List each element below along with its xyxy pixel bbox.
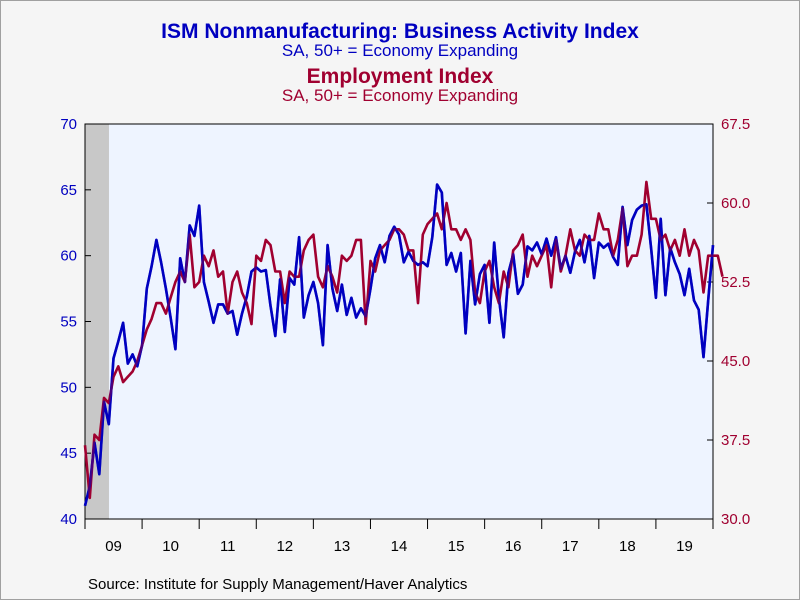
y-right-tick-label: 60.0 (721, 195, 750, 212)
x-tick-label: 18 (619, 538, 636, 555)
x-tick-label: 12 (276, 538, 293, 555)
y-left-tick-label: 70 (60, 116, 77, 133)
y-right-tick-label: 30.0 (721, 511, 750, 528)
chart-title: ISM Nonmanufacturing: Business Activity … (161, 20, 639, 43)
chart-subtitle: SA, 50+ = Economy Expanding (281, 41, 519, 60)
y-left-tick-label: 60 (60, 248, 77, 265)
x-tick-label: 14 (391, 538, 408, 555)
y-left-tick-label: 45 (60, 445, 77, 462)
y-right-tick-label: 52.5 (721, 274, 750, 291)
y-left-tick-label: 65 (60, 182, 77, 199)
y-left-tick-label: 50 (60, 379, 77, 396)
y-right-tick-label: 45.0 (721, 353, 750, 370)
x-tick-label: 17 (562, 538, 579, 555)
plot-area (85, 124, 713, 519)
x-tick-label: 10 (162, 538, 179, 555)
chart-subtitle-secondary: SA, 50+ = Economy Expanding (281, 86, 519, 105)
chart-source: Source: Institute for Supply Management/… (88, 576, 468, 593)
y-left-tick-label: 55 (60, 314, 77, 331)
x-tick-label: 13 (334, 538, 351, 555)
x-tick-label: 11 (220, 538, 236, 555)
x-tick-label: 15 (448, 538, 465, 555)
x-tick-label: 09 (105, 538, 122, 555)
y-right-tick-label: 67.5 (721, 116, 750, 133)
chart-title-secondary: Employment Index (306, 65, 494, 88)
y-left-tick-label: 40 (60, 511, 77, 528)
y-right-tick-label: 37.5 (721, 432, 750, 449)
series-line-employment (83, 180, 724, 500)
x-tick-label: 16 (505, 538, 522, 555)
series-line-business-activity-overlay (83, 183, 715, 507)
x-tick-label: 19 (676, 538, 693, 555)
